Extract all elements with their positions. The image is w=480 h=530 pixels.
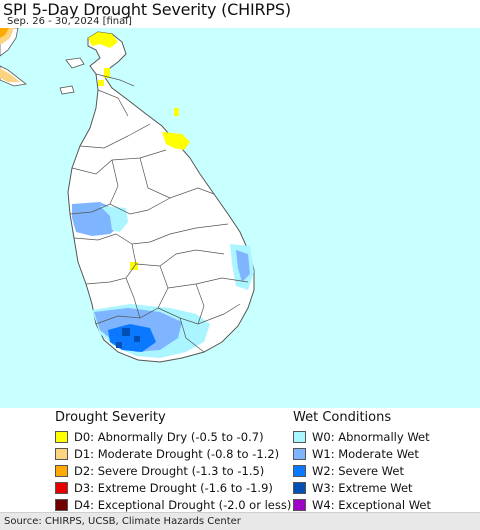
wet-label: W4: Exceptional Wet xyxy=(312,497,431,512)
drought-legend: Drought Severity D0: Abnormally Dry (-0.… xyxy=(55,408,291,513)
legend-area: Drought Severity D0: Abnormally Dry (-0.… xyxy=(0,408,480,512)
drought-swatch xyxy=(55,447,68,460)
wet-legend-item: W1: Moderate Wet xyxy=(293,445,431,462)
drought-legend-item: D2: Severe Drought (-1.3 to -1.5) xyxy=(55,462,291,479)
map-title: SPI 5-Day Drought Severity (CHIRPS) xyxy=(3,0,291,19)
wet-swatch xyxy=(293,447,306,460)
map-subtitle: Sep. 26 - 30, 2024 [final] xyxy=(7,16,132,27)
d0-jaffna xyxy=(88,32,118,48)
wet-label: W1: Moderate Wet xyxy=(312,446,419,461)
drought-label: D2: Severe Drought (-1.3 to -1.5) xyxy=(74,463,265,478)
jaffna-island xyxy=(65,57,85,69)
drought-legend-item: D0: Abnormally Dry (-0.5 to -0.7) xyxy=(55,428,291,445)
w3-south-b xyxy=(134,336,140,342)
wet-label: W2: Severe Wet xyxy=(312,463,404,478)
wet-swatch xyxy=(293,498,306,511)
drought-legend-item: D4: Exceptional Drought (-2.0 or less) xyxy=(55,496,291,513)
w3-south-a xyxy=(122,328,130,336)
wet-legend: Wet Conditions W0: Abnormally Wet W1: Mod… xyxy=(293,408,431,513)
drought-swatch xyxy=(55,464,68,477)
wet-swatch xyxy=(293,464,306,477)
wet-legend-item: W2: Severe Wet xyxy=(293,462,431,479)
w0-northwest xyxy=(100,206,128,232)
drought-legend-item: D1: Moderate Drought (-0.8 to -1.2) xyxy=(55,445,291,462)
w1-east xyxy=(236,250,250,282)
drought-label: D0: Abnormally Dry (-0.5 to -0.7) xyxy=(74,429,264,444)
sri-lanka-land xyxy=(67,31,255,363)
wet-swatch xyxy=(293,430,306,443)
sri-lanka-map xyxy=(0,28,255,363)
wet-legend-item: W4: Exceptional Wet xyxy=(293,496,431,513)
drought-label: D3: Extreme Drought (-1.6 to -1.9) xyxy=(74,480,273,495)
mannar-island xyxy=(59,85,75,95)
source-credit: Source: CHIRPS, UCSB, Climate Hazards Ce… xyxy=(0,512,480,530)
district-boundaries xyxy=(69,73,249,353)
wet-swatch xyxy=(293,481,306,494)
drought-swatch xyxy=(55,430,68,443)
d0-central xyxy=(130,262,138,270)
wet-label: W0: Abnormally Wet xyxy=(312,429,430,444)
india-drought-lower xyxy=(0,68,20,82)
drought-swatch xyxy=(55,498,68,511)
drought-label: D4: Exceptional Drought (-2.0 or less) xyxy=(74,497,292,512)
d0-trinco xyxy=(162,132,190,150)
drought-swatch xyxy=(55,481,68,494)
wet-legend-item: W0: Abnormally Wet xyxy=(293,428,431,445)
wet-label: W3: Extreme Wet xyxy=(312,480,413,495)
drought-legend-item: D3: Extreme Drought (-1.6 to -1.9) xyxy=(55,479,291,496)
india-drought-d2 xyxy=(0,28,9,38)
drought-legend-title: Drought Severity xyxy=(55,410,166,425)
wet-legend-item: W3: Extreme Wet xyxy=(293,479,431,496)
drought-label: D1: Moderate Drought (-0.8 to -1.2) xyxy=(74,446,280,461)
d0-north xyxy=(104,68,110,78)
w3-south-c xyxy=(116,342,122,348)
wet-legend-title: Wet Conditions xyxy=(293,410,392,425)
d0-north2 xyxy=(98,80,104,86)
d0-east xyxy=(174,108,179,116)
map-panel xyxy=(0,28,480,408)
